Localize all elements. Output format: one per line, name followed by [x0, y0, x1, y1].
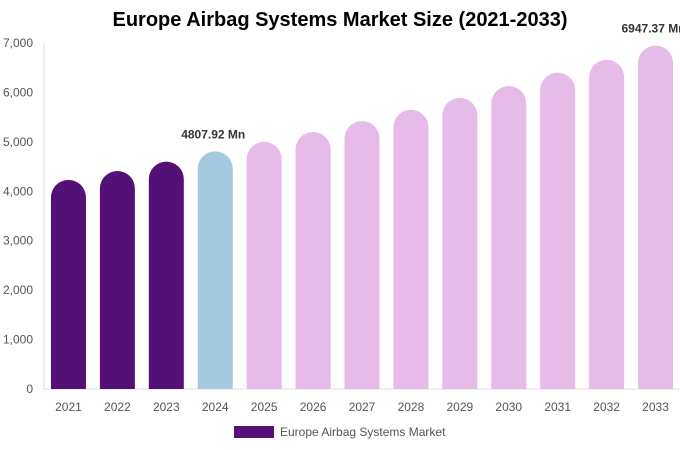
x-tick-label: 2029	[446, 400, 473, 414]
y-tick-label: 7,000	[3, 36, 33, 50]
bar-2022[interactable]	[99, 171, 135, 389]
x-tick-label: 2024	[202, 400, 229, 414]
bar-2024[interactable]	[197, 151, 233, 389]
y-tick-label: 5,000	[3, 135, 33, 149]
y-tick-label: 4,000	[3, 184, 33, 198]
x-tick-label: 2025	[251, 400, 278, 414]
legend-label: Europe Airbag Systems Market	[280, 425, 446, 439]
chart-title: Europe Airbag Systems Market Size (2021-…	[112, 9, 568, 31]
bar-2033[interactable]	[638, 45, 674, 389]
bar-2029[interactable]	[442, 97, 478, 389]
x-tick-label: 2021	[55, 400, 82, 414]
x-tick-label: 2027	[349, 400, 376, 414]
bar-2021[interactable]	[50, 179, 86, 389]
x-tick-label: 2028	[398, 400, 425, 414]
legend[interactable]: Europe Airbag Systems Market	[234, 425, 445, 439]
bar-2023[interactable]	[148, 161, 184, 389]
bar-2032[interactable]	[589, 59, 625, 389]
data-label: 6947.37 Mn	[622, 22, 680, 36]
x-tick-label: 2023	[153, 400, 180, 414]
x-tick-label: 2033	[642, 400, 669, 414]
bar-2030[interactable]	[491, 86, 527, 389]
bar-2027[interactable]	[344, 121, 380, 389]
y-tick-label: 0	[26, 382, 33, 396]
legend-swatch	[234, 426, 274, 438]
bar-2026[interactable]	[295, 131, 331, 389]
x-tick-label: 2031	[544, 400, 571, 414]
data-label: 4807.92 Mn	[181, 127, 245, 141]
y-tick-label: 1,000	[3, 333, 33, 347]
bar-2028[interactable]	[393, 109, 429, 389]
x-tick-label: 2022	[104, 400, 131, 414]
y-tick-label: 2,000	[3, 283, 33, 297]
x-tick-label: 2026	[300, 400, 327, 414]
bar-2025[interactable]	[246, 141, 282, 389]
y-tick-label: 6,000	[3, 85, 33, 99]
y-tick-label: 3,000	[3, 234, 33, 248]
x-tick-label: 2030	[495, 400, 522, 414]
x-tick-label: 2032	[593, 400, 620, 414]
bar-2031[interactable]	[540, 72, 576, 390]
